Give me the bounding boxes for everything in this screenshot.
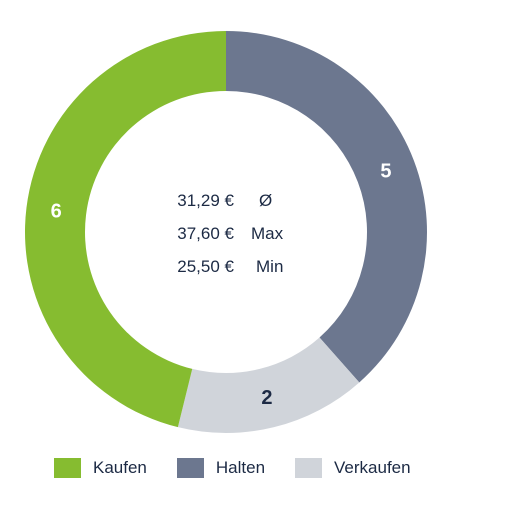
slice-label-halten: 5 <box>380 160 391 182</box>
center-stat-value: 25,50 € <box>177 257 234 276</box>
center-stat-value: 31,29 € <box>177 191 234 210</box>
slice-halten <box>226 31 427 383</box>
legend-label: Halten <box>215 458 266 477</box>
slice-labels: 5 2 6 <box>51 160 392 409</box>
legend-item-halten: Halten <box>176 456 266 480</box>
center-stat-average: 31,29 € Ø <box>0 191 522 215</box>
legend-swatch <box>176 458 204 478</box>
legend-item-kaufen: Kaufen <box>54 456 147 480</box>
slice-verkaufen <box>177 337 360 433</box>
center-stat-label: Max <box>251 224 284 243</box>
center-stat-min: 25,50 € Min <box>0 257 522 281</box>
center-stat-label: Ø <box>259 191 273 210</box>
legend-item-verkaufen: Verkaufen <box>295 456 411 480</box>
legend-label: Kaufen <box>93 458 147 477</box>
slice-label-kaufen: 6 <box>51 200 62 222</box>
center-stat-max: 37,60 € Max <box>0 224 522 248</box>
slice-kaufen <box>24 31 227 428</box>
center-stat-label: Min <box>256 257 284 276</box>
legend-label: Verkaufen <box>334 458 411 477</box>
slice-label-verkaufen: 2 <box>261 387 272 409</box>
legend: Kaufen Halten Verkaufen <box>54 456 441 480</box>
legend-swatch <box>54 458 81 478</box>
center-stat-value: 37,60 € <box>177 224 234 243</box>
legend-swatch <box>295 458 323 478</box>
donut-slices <box>24 31 427 433</box>
